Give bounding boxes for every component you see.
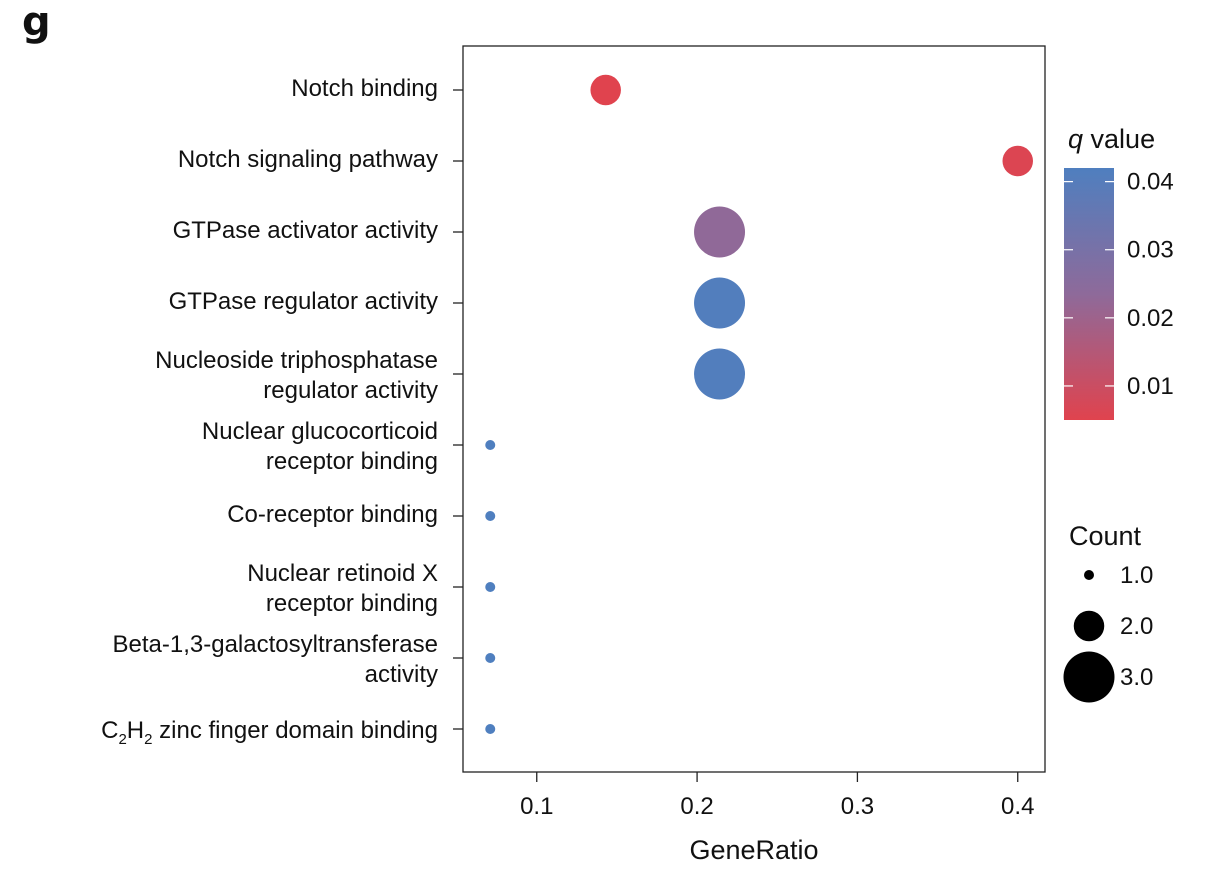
size-legend-title: Count <box>1069 521 1142 551</box>
x-tick-label: 0.3 <box>841 793 874 820</box>
color-tick-label: 0.03 <box>1127 237 1174 264</box>
y-tick-label: Beta-1,3-galactosyltransferase <box>113 631 439 658</box>
size-legend-label: 3.0 <box>1120 664 1153 691</box>
size-legend-dot <box>1073 610 1105 642</box>
data-points <box>485 74 1033 734</box>
data-point <box>694 348 746 400</box>
data-point <box>694 277 746 329</box>
y-tick-label: Nuclear glucocorticoid <box>202 418 438 445</box>
data-point <box>485 724 496 734</box>
data-point <box>485 653 496 663</box>
y-tick-label: Nucleoside triphosphatase <box>155 347 438 374</box>
y-tick-label: Notch binding <box>291 75 438 102</box>
size-legend-label: 1.0 <box>1120 562 1153 589</box>
size-legend-items: 1.0 2.0 3.0 <box>1063 562 1153 703</box>
y-tick-label: receptor binding <box>266 448 438 475</box>
color-legend-ticks: 0.01 0.02 0.03 0.04 <box>1064 169 1174 400</box>
y-tick-label: receptor binding <box>266 590 438 617</box>
x-tick-label: 0.2 <box>680 793 713 820</box>
color-legend: q value 0.01 0.02 0.03 0.04 <box>1064 124 1174 420</box>
size-legend-dot <box>1084 570 1094 580</box>
y-axis: Notch binding Notch signaling pathway GTPa… <box>101 75 463 748</box>
data-point <box>485 511 496 521</box>
color-tick-label: 0.01 <box>1127 373 1174 400</box>
size-legend: Count 1.0 2.0 3.0 <box>1063 521 1153 703</box>
x-axis-title: GeneRatio <box>689 835 818 865</box>
panel-label: g <box>22 0 51 45</box>
color-legend-bar <box>1064 168 1114 420</box>
data-point <box>1002 145 1033 177</box>
y-tick-label: Notch signaling pathway <box>178 146 438 173</box>
data-point <box>590 74 621 106</box>
y-tick-label: GTPase regulator activity <box>169 288 438 315</box>
data-point <box>485 582 496 592</box>
y-tick-label: regulator activity <box>263 377 438 404</box>
y-tick-label: C2H2 zinc finger domain binding <box>101 717 438 748</box>
y-tick-label: Nuclear retinoid X <box>247 560 438 587</box>
color-tick-label: 0.02 <box>1127 305 1174 332</box>
color-legend-title: q value <box>1068 124 1155 154</box>
size-legend-dot <box>1063 651 1115 703</box>
x-axis: 0.1 0.2 0.3 0.4 <box>520 772 1034 820</box>
plot-frame <box>462 45 1046 773</box>
y-tick-label: activity <box>365 661 438 688</box>
color-tick-label: 0.04 <box>1127 169 1174 196</box>
x-tick-label: 0.1 <box>520 793 553 820</box>
data-point <box>485 440 496 450</box>
size-legend-label: 2.0 <box>1120 613 1153 640</box>
x-tick-label: 0.4 <box>1001 793 1034 820</box>
y-tick-label: GTPase activator activity <box>173 217 438 244</box>
data-point <box>694 206 746 258</box>
y-tick-label: Co-receptor binding <box>227 501 438 528</box>
